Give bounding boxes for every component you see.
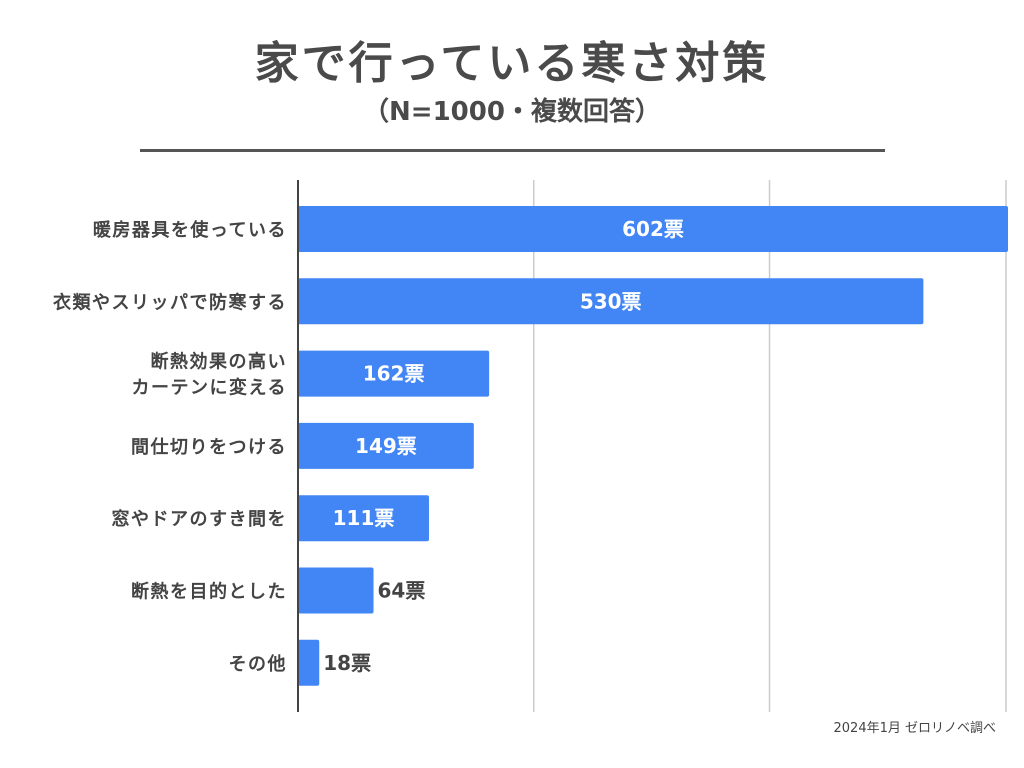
bar <box>298 422 474 469</box>
category-label: 間仕切りをつける <box>131 436 287 458</box>
bar-value-label: 162票 <box>363 362 425 386</box>
bar <box>298 495 429 542</box>
bar <box>298 278 924 325</box>
chart-subtitle: （N=1000・複数回答） <box>363 97 661 127</box>
value-labels: 602票 530票 162票 149票 111票 64票 18票 <box>323 217 684 675</box>
bar <box>298 567 374 614</box>
category-label: 衣類やスリッパで防寒する <box>53 291 287 313</box>
category-label: 断熱効果の高い <box>151 351 288 373</box>
bar-value-label: 149票 <box>355 434 417 458</box>
bar <box>298 350 490 397</box>
category-label: その他 <box>229 653 288 675</box>
bar <box>298 639 320 686</box>
bar-value-label: 111票 <box>333 506 395 530</box>
bar-value-label: 64票 <box>378 579 426 603</box>
bar <box>298 206 1008 252</box>
source-note: 2024年1月 ゼロリノベ調べ <box>833 721 997 736</box>
bar-value-label: 602票 <box>622 217 684 241</box>
category-label: 窓やドアのすき間を <box>112 508 288 530</box>
bar-value-label: 18票 <box>323 651 371 675</box>
category-label: 暖房器具を使っている <box>93 219 287 241</box>
category-label: 断熱を目的とした <box>131 581 287 603</box>
chart-title: 家で行っている寒さ対策 <box>254 38 770 89</box>
category-label: カーテンに変える <box>132 377 287 399</box>
bars <box>298 206 1008 686</box>
title-divider <box>140 149 885 152</box>
grid-lines <box>533 180 1007 712</box>
category-labels: 暖房器具を使っている衣類やスリッパで防寒する断熱効果の高いカーテンに変える間仕切… <box>53 219 288 675</box>
bar-value-label: 530票 <box>580 289 642 313</box>
